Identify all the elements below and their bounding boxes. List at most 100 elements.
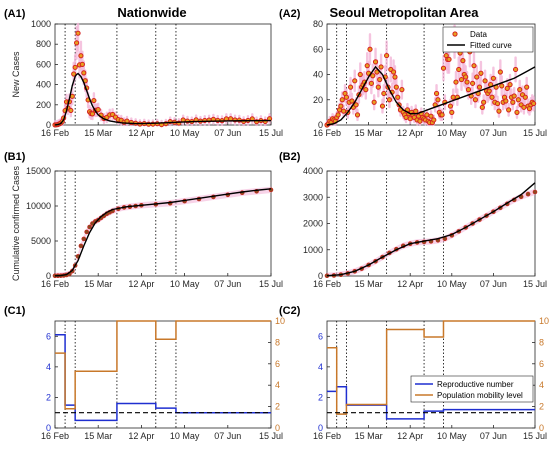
a2-x-tick-label: 10 May (437, 128, 467, 138)
a2-data-point (424, 112, 430, 118)
a1-y-tick-label: 800 (36, 39, 51, 49)
a2-data-point (354, 112, 361, 118)
a2-x-tick-label: 16 Feb (313, 128, 341, 138)
b1-x-tick-label: 10 May (170, 279, 200, 289)
b2-data-point (532, 189, 538, 195)
b2-x-tick-label: 07 Jun (480, 279, 507, 289)
a1-y-tick-label: 400 (36, 80, 51, 90)
a1-y-tick-label: 1000 (31, 19, 51, 29)
a2-data-point (364, 63, 370, 69)
a2-data-point (363, 87, 369, 93)
a2-data-point (403, 114, 409, 121)
b1-x-tick-label: 12 Apr (128, 279, 154, 289)
c2-x-tick-label: 15 Mar (355, 431, 383, 441)
a2-data-point (368, 80, 374, 86)
a2-data-point (339, 97, 345, 103)
a2-data-point (460, 58, 466, 64)
a2-data-point (381, 90, 387, 97)
a1-x-tick-label: 10 May (170, 128, 200, 138)
a2-data-point (392, 74, 398, 80)
a2-y-tick-label: 60 (313, 44, 323, 54)
a2-data-point (370, 73, 376, 79)
c2-x-tick-label: 16 Feb (313, 431, 341, 441)
b1-data-point (84, 229, 89, 235)
a2-data-point (372, 59, 379, 65)
a2-data-point (357, 71, 363, 78)
a2-data-point (524, 84, 530, 90)
a2-y-tick-label: 40 (313, 70, 323, 80)
a1-data-point (79, 61, 85, 68)
column-title-nationwide: Nationwide (117, 5, 186, 20)
a2-data-point (393, 84, 399, 90)
a2-data-point (489, 94, 495, 100)
a2-data-point (367, 46, 373, 52)
a2-data-point (511, 93, 517, 99)
a2-data-point (512, 66, 519, 73)
a2-data-point (490, 75, 496, 81)
c1-x-tick-label: 16 Feb (41, 431, 69, 441)
b2-axes-box (326, 170, 536, 277)
b1-y-axis-label: Cumulative confirmed Cases (11, 165, 21, 281)
a2-data-point (399, 87, 405, 93)
c1-y-tick-label: 4 (46, 362, 51, 372)
c2-y2-tick-label: 10 (539, 316, 549, 326)
a2-data-point (506, 107, 512, 113)
b1-x-tick-label: 15 Jul (259, 279, 283, 289)
b2-x-tick-label: 10 May (437, 279, 467, 289)
a2-y-tick-label: 80 (313, 19, 323, 29)
a1-y-axis-label: New Cases (11, 51, 21, 98)
c1-mobility-line (55, 320, 271, 410)
c1-x-tick-label: 15 Mar (84, 431, 112, 441)
a2-panel-label: (A2) (279, 8, 301, 20)
a2-data-point (384, 52, 390, 59)
a2-legend-data-label: Data (470, 30, 487, 39)
b2-y-tick-label: 4000 (303, 166, 323, 176)
c2-mobility-line (327, 320, 535, 415)
b1-axes-box (54, 170, 272, 277)
a1-panel-label: (A1) (4, 8, 26, 20)
a2-data-point (517, 87, 523, 93)
b2-y-tick-label: 1000 (303, 245, 323, 255)
b2-x-tick-label: 15 Jul (523, 279, 547, 289)
c2-y2-tick-label: 6 (539, 359, 544, 369)
a1-data-point (68, 107, 74, 114)
c2-x-tick-label: 07 Jun (480, 431, 507, 441)
a2-data-point (486, 88, 492, 94)
a2-data-point (507, 82, 513, 88)
c1-y2-tick-label: 10 (275, 316, 285, 326)
c1-y-tick-label: 2 (46, 392, 51, 402)
c1-y2-tick-label: 8 (275, 337, 280, 347)
a2-legend-fit-label: Fitted curve (470, 41, 512, 50)
a2-data-point (371, 99, 377, 105)
a1-data-point (78, 53, 84, 59)
a2-data-point (353, 102, 359, 108)
c2-x-tick-label: 10 May (437, 431, 467, 441)
a2-data-point (338, 103, 344, 109)
a1-y-tick-label: 200 (36, 100, 51, 110)
a2-data-point (482, 78, 488, 84)
a2-data-point (481, 99, 487, 105)
a2-data-point (503, 98, 509, 104)
a2-data-point (474, 74, 480, 80)
a2-data-point (497, 69, 503, 75)
a2-data-point (464, 79, 470, 85)
b1-y-tick-label: 10000 (26, 201, 51, 211)
b1-y-tick-label: 0 (46, 271, 51, 281)
b1-fitted-curve (54, 188, 272, 277)
b2-panel-label: (B2) (279, 151, 301, 163)
a1-data-point (81, 70, 87, 76)
a2-data-point (471, 63, 477, 69)
a1-data-point (91, 97, 97, 104)
a2-data-point (439, 112, 445, 118)
a1-data-point (89, 111, 96, 117)
a2-x-tick-label: 12 Apr (397, 128, 423, 138)
a2-data-point (379, 103, 386, 109)
a2-data-point (440, 65, 447, 71)
a2-data-point (413, 108, 419, 114)
a2-data-point (428, 113, 434, 119)
a1-data-point (215, 117, 221, 123)
a1-x-tick-label: 12 Apr (128, 128, 154, 138)
a2-data-point (463, 74, 469, 80)
a2-data-point (349, 98, 355, 104)
